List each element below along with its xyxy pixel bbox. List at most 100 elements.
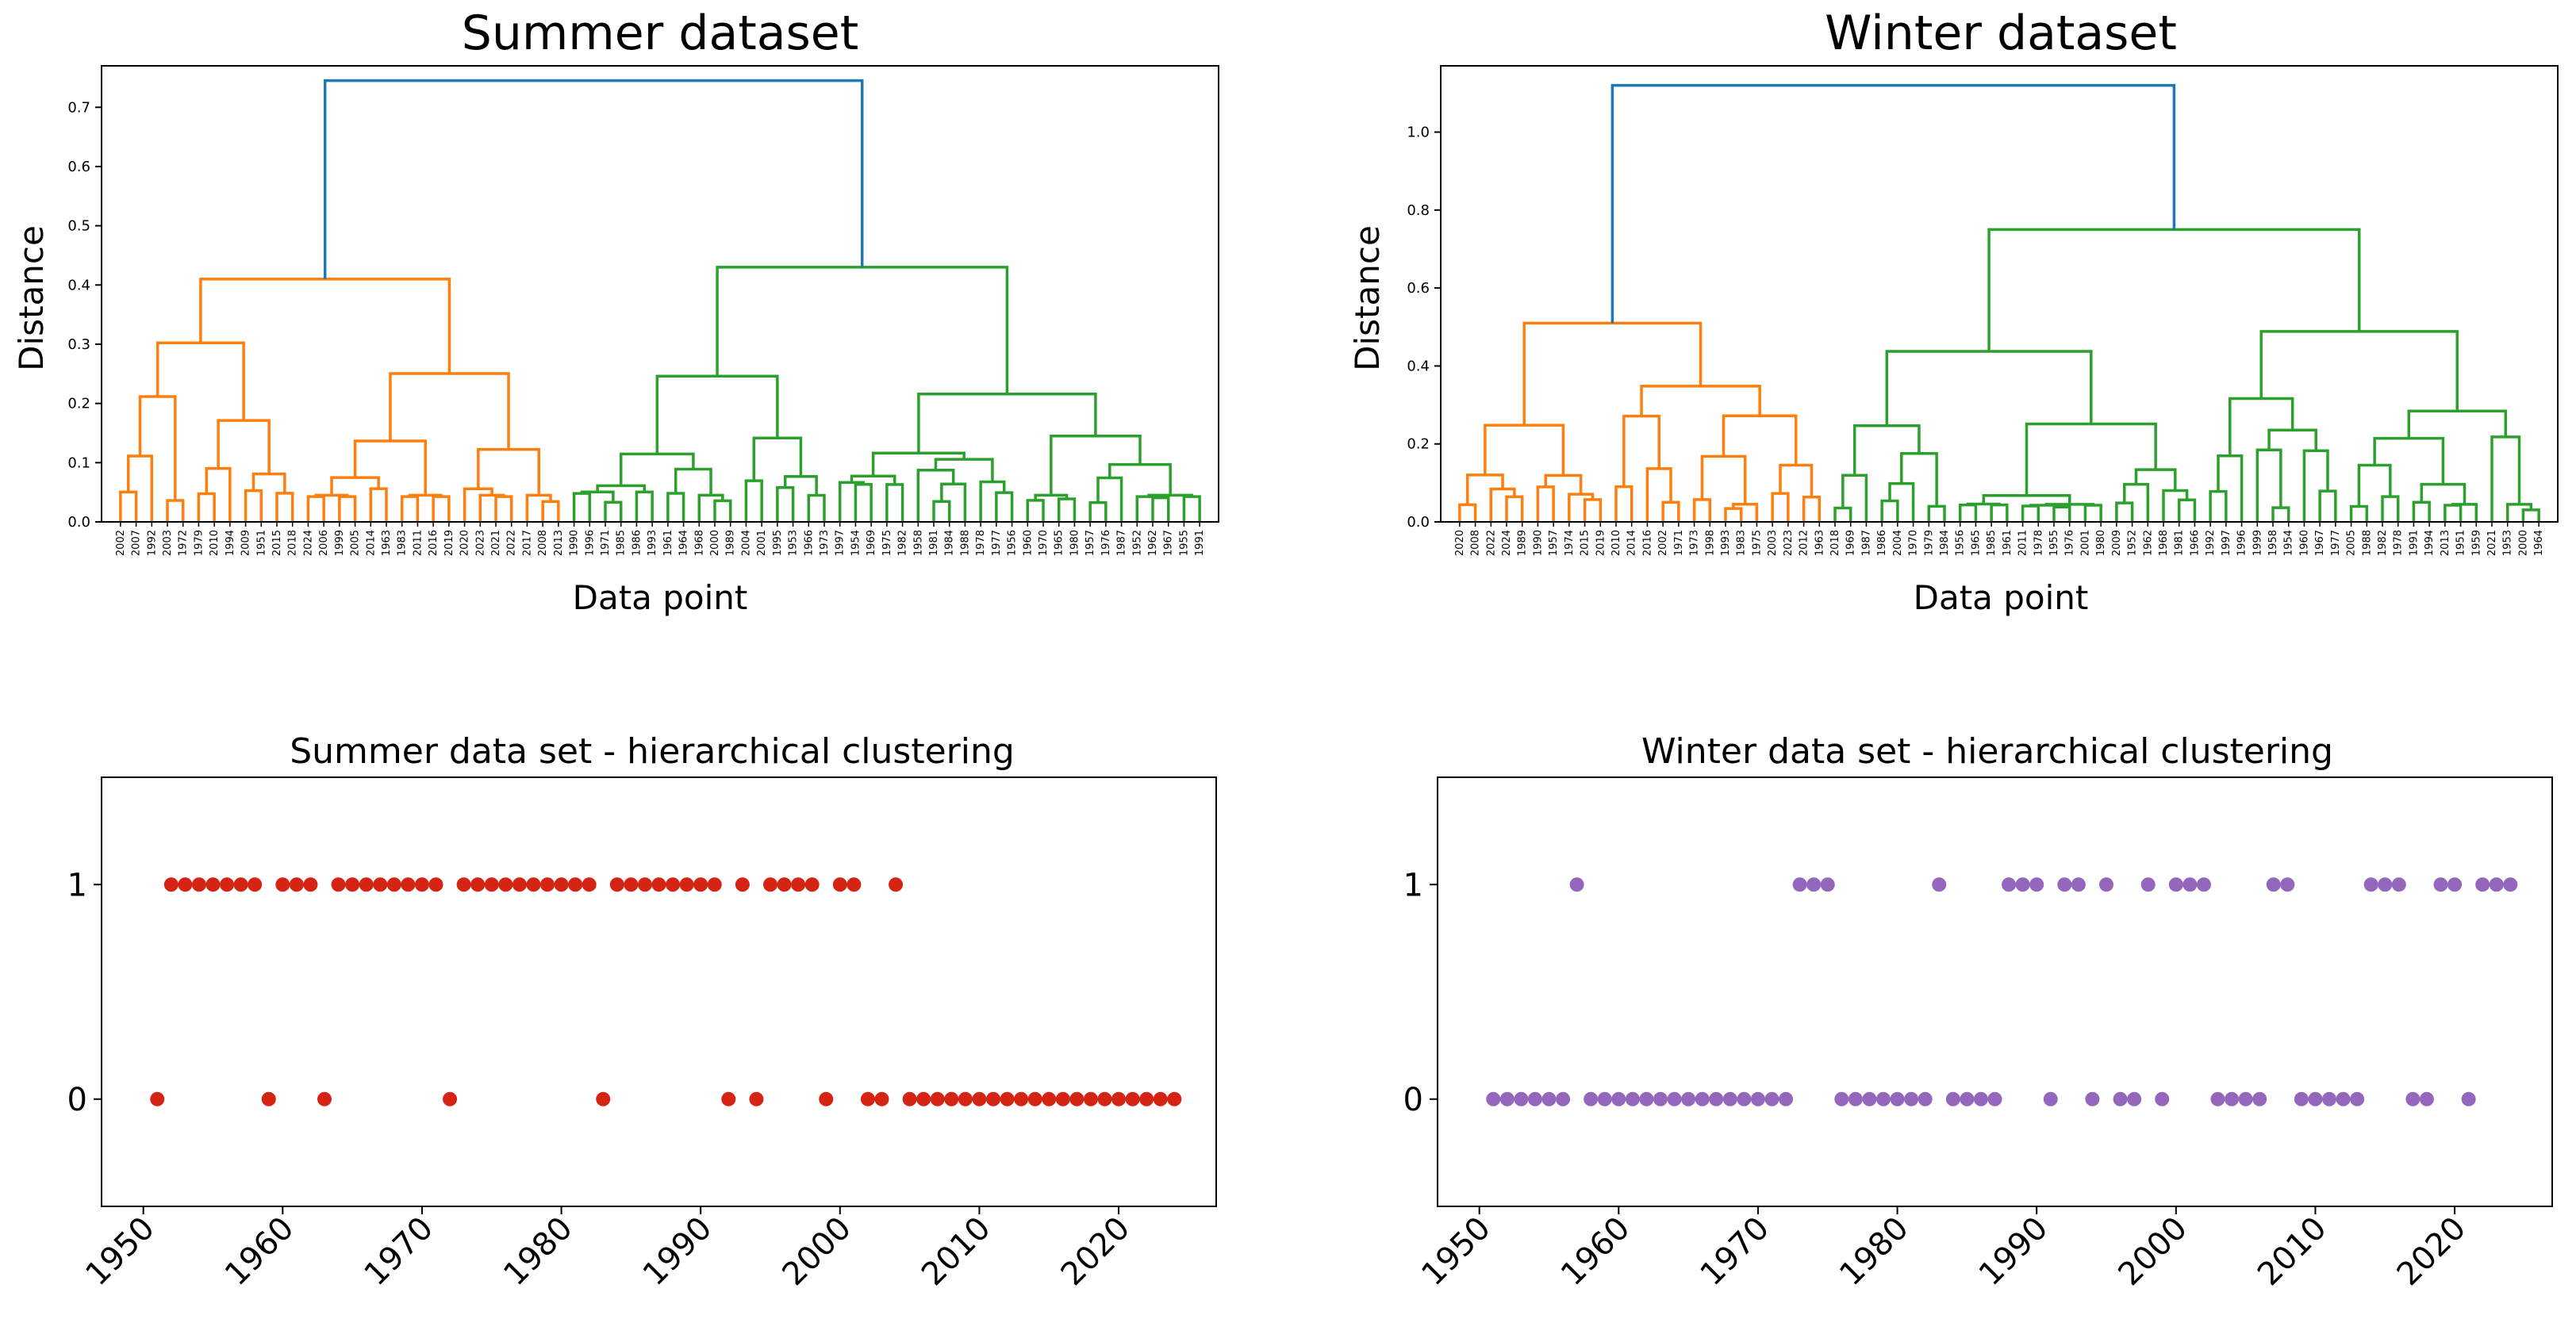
dendrogram-link: [1536, 485, 1555, 522]
cluster-0-point: [1848, 1091, 1863, 1106]
dendrogram-link: [138, 395, 177, 500]
dendrogram-link: [494, 495, 513, 522]
cluster-0-point: [860, 1091, 875, 1106]
leaf-label: 1998: [1704, 530, 1716, 556]
winter-dendrogram-title: Winter dataset: [1825, 6, 2177, 61]
leaf-label: 2004: [1892, 530, 1904, 556]
dendrogram-link: [1885, 350, 2093, 426]
dendrogram-link: [1484, 424, 1565, 476]
dendrogram-link: [2025, 422, 2157, 496]
cluster-0-point: [2210, 1091, 2225, 1106]
leaf-label: 1962: [1147, 530, 1159, 556]
cluster-0-point: [1834, 1091, 1849, 1106]
leaf-label: 2019: [1595, 530, 1607, 556]
leaf-label: 1990: [1532, 530, 1544, 556]
cluster-0-point: [874, 1091, 889, 1106]
cluster-0-point: [1000, 1091, 1015, 1106]
dendrogram-link: [2052, 505, 2071, 522]
cluster-1-point: [2363, 877, 2378, 892]
leaf-label: 1978: [2033, 530, 2044, 556]
cluster-1-point: [428, 877, 443, 892]
cluster-1-point: [609, 877, 624, 892]
cluster-1-point: [2280, 877, 2295, 892]
leaf-label: 1957: [1085, 530, 1096, 556]
cluster-1-point: [693, 877, 708, 892]
leaf-label: 1976: [2064, 530, 2076, 556]
dendrogram-link: [885, 483, 904, 522]
leaf-label: 1965: [1970, 530, 1982, 556]
xtick-label: 1970: [1694, 1210, 1777, 1294]
dendrogram-link: [1522, 321, 1703, 426]
dendrogram-link: [674, 467, 712, 496]
leaf-label: 1990: [569, 530, 581, 556]
dendrogram-link: [2229, 397, 2294, 456]
dendrogram-link: [838, 481, 866, 522]
dendrogram-link: [126, 454, 154, 522]
cluster-0-point: [1876, 1091, 1891, 1106]
dendrogram-link: [1622, 414, 1660, 487]
leaf-label: 1976: [1100, 530, 1112, 556]
cluster-1-point: [568, 877, 583, 892]
cluster-1-point: [233, 877, 248, 892]
cluster-1-point: [512, 877, 527, 892]
xtick-label: 1960: [1554, 1210, 1637, 1294]
leaf-label: 2010: [1610, 530, 1622, 556]
cluster-1-point: [2378, 877, 2393, 892]
dendrogram-link: [1958, 503, 1978, 522]
leaf-label: 1952: [1131, 530, 1143, 556]
leaf-label: 2016: [428, 530, 440, 556]
cluster-0-point: [2419, 1091, 2434, 1106]
dendrogram-link: [783, 474, 818, 496]
cluster-0-point: [1918, 1091, 1933, 1106]
leaf-label: 1963: [1814, 530, 1825, 556]
cluster-0-point: [1499, 1091, 1515, 1106]
dendrogram-link: [2255, 448, 2282, 522]
leaf-label: 1968: [2158, 530, 2170, 556]
winter-scatter-frame: [1437, 776, 2553, 1207]
leaf-label: 1997: [835, 530, 847, 556]
dendrogram-link: [572, 492, 592, 522]
leaf-label: 2007: [131, 530, 143, 556]
dendrogram-link: [2267, 428, 2317, 451]
summer-dendrogram-frame: [101, 65, 1219, 523]
cluster-0-point: [2113, 1091, 2128, 1106]
ytick-label: 0.3: [67, 336, 90, 353]
cluster-0-point: [1779, 1091, 1794, 1106]
cluster-0-point: [1890, 1091, 1905, 1106]
leaf-label: 2008: [537, 530, 549, 556]
winter-dendrogram-ylabel: Distance: [1348, 225, 1387, 371]
dendrogram-link: [1568, 493, 1595, 522]
cluster-1-point: [2029, 877, 2044, 892]
leaf-label: 1992: [2205, 530, 2217, 556]
cluster-0-point: [1069, 1091, 1085, 1106]
dendrogram-link: [666, 492, 685, 522]
leaf-label: 2003: [1767, 530, 1779, 556]
cluster-0-point: [1904, 1091, 1919, 1106]
dendrogram-link: [1088, 500, 1108, 522]
cluster-0-point: [1083, 1091, 1098, 1106]
leaf-label: 1986: [631, 530, 643, 556]
cluster-1-point: [1806, 877, 1822, 892]
leaf-label: 1954: [2283, 530, 2295, 556]
cluster-1-point: [470, 877, 486, 892]
dendrogram-link: [871, 451, 966, 477]
leaf-label: 1953: [788, 530, 800, 556]
leaf-label: 1958: [912, 530, 924, 556]
xtick-label: 1960: [218, 1210, 301, 1294]
cluster-1-point: [651, 877, 666, 892]
cluster-0-point: [1667, 1091, 1682, 1106]
dendrogram-link: [119, 490, 138, 522]
dendrogram-link: [197, 492, 216, 522]
cluster-1-point: [735, 877, 750, 892]
cluster-0-point: [1987, 1091, 2002, 1106]
dendrogram-link: [477, 447, 540, 496]
leaf-label: 2006: [318, 530, 330, 556]
cluster-0-point: [2336, 1091, 2351, 1106]
cluster-1-point: [2475, 877, 2490, 892]
leaf-label: 2000: [709, 530, 721, 556]
dendrogram-link: [2490, 435, 2521, 522]
cluster-1-point: [484, 877, 499, 892]
dendrogram-link: [2451, 503, 2478, 522]
leaf-label: 2001: [756, 530, 768, 556]
dendrogram-link: [1645, 467, 1672, 522]
